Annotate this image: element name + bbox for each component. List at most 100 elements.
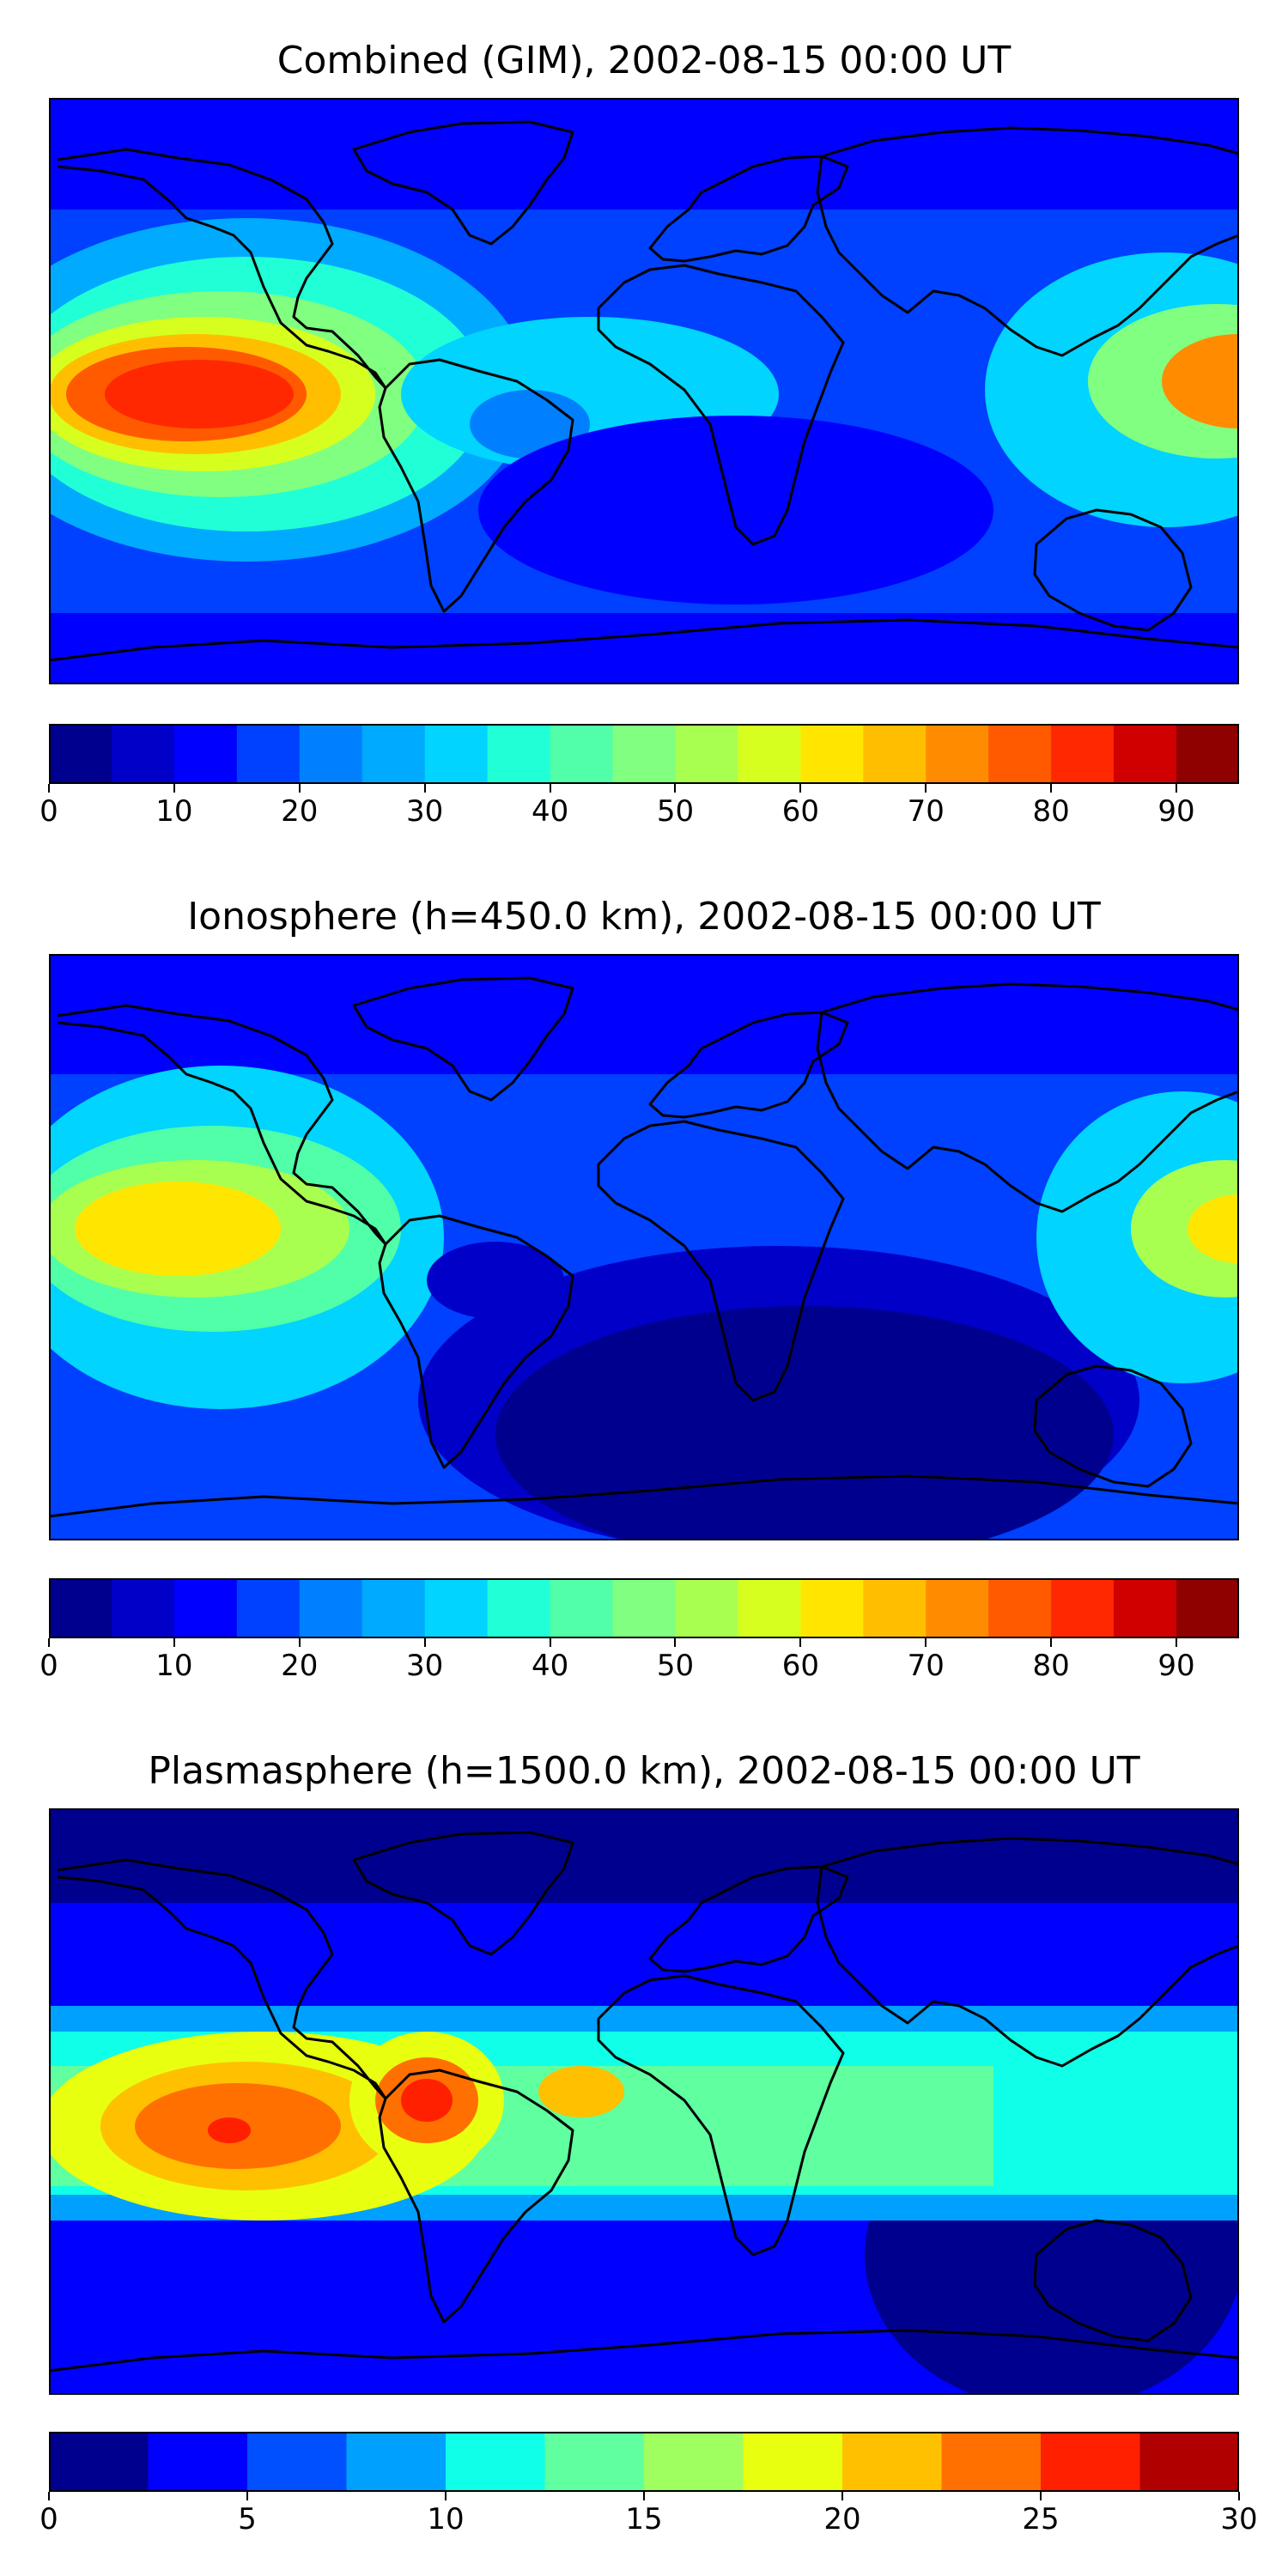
map2-pacific-core [208,2117,251,2143]
map1-coastline-7 [49,1474,1239,1518]
colorbar-segment [1114,724,1177,784]
map0-coastline-3 [648,155,849,263]
colorbar-tick-mark [48,784,50,793]
colorbar-tick-mark [1040,2492,1042,2500]
colorbar-frame [49,1578,1239,1638]
colorbar-segment [1051,724,1115,784]
colorbar-segment [738,724,801,784]
colorbar-segment [1051,1578,1115,1638]
colorbar-segment [743,2432,843,2492]
colorbar-segment [236,724,301,784]
colorbar-tick-label: 60 [781,1649,819,1683]
colorbar-tick-label: 50 [656,1649,695,1683]
colorbar-segment [675,724,738,784]
colorbar-tick-mark [925,784,927,793]
colorbar-tick-mark [925,1638,927,1647]
colorbar-segment [299,1578,363,1638]
combined-tec-map [49,98,1239,684]
colorbar-tick-mark [549,784,551,793]
colorbar-segment [842,2432,942,2492]
plasmasphere-colorbar [49,2432,1239,2492]
map2-coastline-7 [49,2329,1239,2372]
colorbar-segment [926,1578,989,1638]
colorbar-tick-label: 10 [155,1649,193,1683]
colorbar-tick-label: 15 [625,2502,663,2537]
colorbar-tick-mark [674,1638,677,1647]
colorbar-tick-label: 25 [1022,2502,1060,2537]
map1-coastline-1 [378,1214,574,1469]
map2-atlantic-spot [538,2066,624,2117]
colorbar-tick-mark [643,2492,645,2500]
map0-pacific-peak [105,360,294,428]
map1-west-pacific-c10 [1131,1160,1239,1297]
map1-frame [49,954,1239,1540]
colorbar-tick-label: 70 [907,794,945,829]
colorbar-segment [926,724,989,784]
colorbar-tick-label: 40 [531,794,569,829]
map0-south-band [49,613,1239,684]
colorbar-tick-mark [48,1638,50,1647]
colorbar-tick-label: 20 [281,1649,319,1683]
colorbar-segment [173,724,238,784]
map1-west-pacific-peak [1188,1194,1239,1263]
colorbar-segment [1041,2432,1140,2492]
colorbar-segment [1114,1578,1177,1638]
map0-west-pacific-peak [1162,334,1239,428]
plasmasphere-tec-map [49,1808,1239,2395]
colorbar-segment [111,724,175,784]
map2-north-band [49,1808,1239,1903]
panel-3-title: Plasmasphere (h=1500.0 km), 2002-08-15 0… [148,1749,1140,1793]
map0-coastline-2 [352,120,574,246]
colorbar-segment [111,1578,175,1638]
colorbar-segment [236,1578,301,1638]
colorbar-tick-label: 50 [656,794,695,829]
colorbar-segment [446,2432,545,2492]
colorbar-tick-mark [1176,784,1178,793]
colorbar-segment [1176,1578,1239,1638]
map0-coastline-6 [1033,508,1193,632]
colorbar-tick-mark [1238,2492,1240,2500]
colorbar-tick-mark [1050,784,1053,793]
colorbar-tick-mark [674,784,677,793]
colorbar-tick-mark [173,1638,175,1647]
map2-coastline-6 [1033,2219,1193,2342]
colorbar-segment [544,2432,645,2492]
map1-coastline-6 [1033,1364,1193,1488]
map2-frame [49,1808,1239,2395]
colorbar-tick-label: 40 [531,1649,569,1683]
colorbar-tick-mark [799,1638,802,1647]
colorbar-tick-label: 60 [781,794,819,829]
panel-2-title: Ionosphere (h=450.0 km), 2002-08-15 00:0… [187,895,1101,939]
colorbar-tick-mark [173,784,175,793]
colorbar-tick-label: 0 [39,2502,58,2537]
colorbar-tick-mark [246,2492,248,2500]
colorbar-segment [346,2432,447,2492]
colorbar-segment [644,2432,744,2492]
colorbar-segment [424,1578,489,1638]
map2-coastline-5 [816,1837,1239,2068]
colorbar-tick-label: 90 [1157,794,1195,829]
colorbar-segment [612,724,676,784]
colorbar-segment [863,1578,927,1638]
map0-coastline-4 [597,264,845,546]
map2-coastline-0 [57,1858,387,2100]
colorbar-segment [299,724,363,784]
colorbar-tick-label: 20 [823,2502,861,2537]
colorbar-segment [800,724,864,784]
colorbar-segment [675,1578,738,1638]
colorbar-segment [550,1578,614,1638]
map2-andes-peak [401,2079,453,2122]
colorbar-tick-mark [298,784,301,793]
colorbar-segment [800,1578,864,1638]
map0-north-band [49,98,1239,210]
colorbar-tick-mark [1050,1638,1053,1647]
colorbar-tick-mark [423,1638,426,1647]
map0-coastline-1 [378,358,574,613]
colorbar-tick-label: 0 [39,794,58,829]
colorbar-segment [361,724,426,784]
map2-coastline-2 [352,1831,574,1956]
colorbar-segment [1176,724,1239,784]
colorbar-tick-label: 80 [1032,794,1070,829]
colorbar-segment [49,724,112,784]
map1-coastline-4 [597,1120,845,1402]
